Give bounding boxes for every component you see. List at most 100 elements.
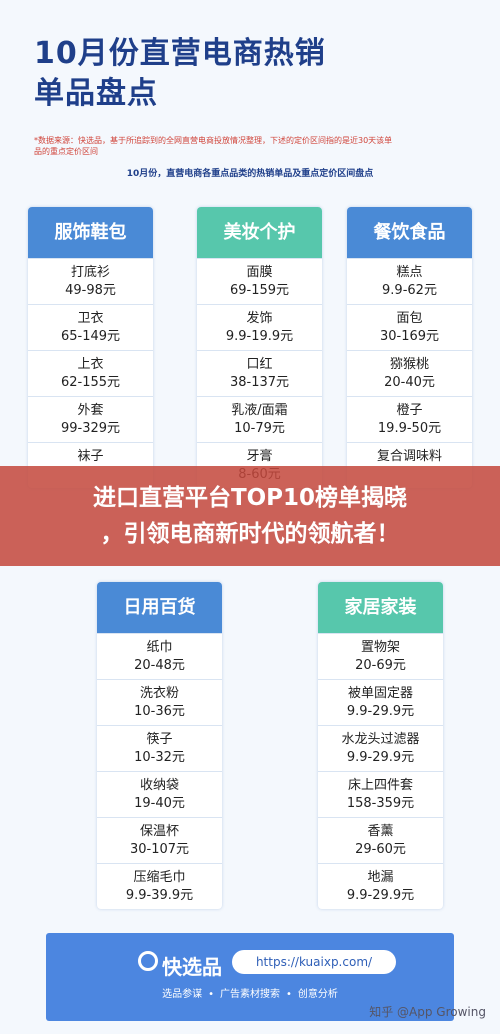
item-name: 打底衫: [70, 265, 110, 280]
item-price: 10-79元: [234, 421, 285, 436]
item-price: 30-169元: [379, 329, 440, 344]
item-row: 地漏 9.9-29.9元: [318, 863, 443, 909]
item-price: 30-107元: [129, 842, 190, 857]
item-price: 10-36元: [134, 704, 185, 719]
category-column: 美妆个护面膜 69-159元 发饰 9.9-19.9元 口红 38-137元 乳液/面霜 10…: [197, 207, 322, 488]
item-row: 压缩毛巾 9.9-39.9元: [97, 863, 222, 909]
brand: 快选品: [162, 955, 222, 979]
category-title: 餐饮食品: [347, 207, 472, 258]
item-name: 上衣: [77, 357, 104, 372]
item-price: 158-359元: [346, 796, 415, 811]
category-column: 服饰鞋包打底衫 49-98元 卫衣 65-149元 上衣 62-155元 外套 99-329元…: [28, 207, 153, 488]
item-name: 置物架: [360, 640, 400, 655]
item-name: 乳液/面霜: [231, 403, 288, 418]
item-name: 外套: [77, 403, 104, 418]
item-name: 床上四件套: [347, 778, 413, 793]
item-name: 洗衣粉: [139, 686, 179, 701]
item-row: 橙子 19.9-50元: [347, 396, 472, 442]
links: 选品参谋 • 广告素材搜索 • 创意分析: [46, 985, 454, 1000]
item-row: 纸巾 20-48元: [97, 633, 222, 679]
item-name: 复合调味料: [376, 449, 442, 464]
item-price: 38-137元: [229, 375, 290, 390]
item-price: 20-48元: [134, 658, 185, 673]
watermark: 知乎 @App Growing: [369, 1005, 486, 1019]
item-name: 香薰: [367, 824, 394, 839]
item-price: 9.9-62元: [382, 283, 437, 298]
item-row: 面膜 69-159元: [197, 258, 322, 304]
item-row: 香薰 29-60元: [318, 817, 443, 863]
item-price: 29-60元: [355, 842, 406, 857]
item-row: 洗衣粉 10-36元: [97, 679, 222, 725]
item-row: 乳液/面霜 10-79元: [197, 396, 322, 442]
item-price: 10-32元: [134, 750, 185, 765]
item-row: 收纳袋 19-40元: [97, 771, 222, 817]
item-row: 糕点 9.9-62元: [347, 258, 472, 304]
category-column: 餐饮食品糕点 9.9-62元 面包 30-169元 猕猴桃 20-40元 橙子 19.9-50…: [347, 207, 472, 488]
item-row: 猕猴桃 20-40元: [347, 350, 472, 396]
category-title: 美妆个护: [197, 207, 322, 258]
item-row: 发饰 9.9-19.9元: [197, 304, 322, 350]
separator: •: [208, 989, 214, 1000]
item-price: 9.9-39.9元: [125, 888, 194, 903]
item-name: 纸巾: [146, 640, 173, 655]
item-price: 9.9-29.9元: [346, 704, 415, 719]
item-price: 9.9-29.9元: [346, 888, 415, 903]
item-name: 口红: [246, 357, 273, 372]
item-row: 上衣 62-155元: [28, 350, 153, 396]
item-name: 面包: [396, 311, 423, 326]
logo: [138, 951, 158, 971]
item-row: 打底衫 49-98元: [28, 258, 153, 304]
item-price: 62-155元: [60, 375, 121, 390]
item-row: 被单固定器 9.9-29.9元: [318, 679, 443, 725]
item-name: 袜子: [77, 449, 104, 464]
item-name: 水龙头过滤器: [341, 732, 420, 747]
item-row: 筷子 10-32元: [97, 725, 222, 771]
item-price: 20-40元: [384, 375, 435, 390]
item-price: 19.9-50元: [377, 421, 442, 436]
footer-link[interactable]: 广告素材搜索: [220, 989, 280, 1000]
item-name: 牙膏: [246, 449, 273, 464]
category-column: 家居家装置物架 20-69元 被单固定器 9.9-29.9元 水龙头过滤器 9.9-29.…: [318, 582, 443, 909]
subtitle: 10月份，直营电商各重点品类的热销单品及重点定价区间盘点: [126, 169, 374, 179]
footer-link[interactable]: 创意分析: [297, 989, 338, 1000]
item-price: 9.9-19.9元: [225, 329, 294, 344]
title: 10月份直营电商热销: [34, 36, 326, 71]
title: 单品盘点: [34, 76, 158, 111]
item-price: 69-159元: [229, 283, 290, 298]
item-name: 收纳袋: [139, 778, 179, 793]
category-title: 服饰鞋包: [28, 207, 153, 258]
item-row: 复合调味料: [347, 442, 472, 488]
banner-line: ，引领电商新时代的领航者！: [100, 521, 400, 547]
url[interactable]: https://kuaixp.com/: [232, 950, 396, 974]
note: *数据来源：快选品，基于所追踪到的全网直营电商投放情况整理，下述的定价区间指的是…: [34, 136, 393, 156]
footer: 快选品 https://kuaixp.com/ 选品参谋 • 广告素材搜索 • 创意分析: [46, 933, 454, 1021]
item-name: 面膜: [246, 265, 273, 280]
item-name: 被单固定器: [347, 686, 413, 701]
item-price: 20-69元: [355, 658, 406, 673]
item-name: 卫衣: [77, 311, 104, 326]
item-name: 猕猴桃: [389, 357, 429, 372]
item-row: 置物架 20-69元: [318, 633, 443, 679]
footer-link[interactable]: 选品参谋: [162, 989, 203, 1000]
item-name: 压缩毛巾: [133, 870, 186, 885]
item-price: 49-98元: [65, 283, 116, 298]
item-name: 橙子: [396, 403, 423, 418]
separator: •: [286, 989, 292, 1000]
item-price: 99-329元: [60, 421, 121, 436]
item-price: 19-40元: [134, 796, 185, 811]
item-row: 保温杯 30-107元: [97, 817, 222, 863]
item-name: 糕点: [396, 265, 423, 280]
item-name: 发饰: [246, 311, 273, 326]
banner-line: 进口直营平台TOP10榜单揭晓: [92, 485, 408, 511]
item-row: 口红 38-137元: [197, 350, 322, 396]
category-title: 日用百货: [97, 582, 222, 633]
item-row: 床上四件套 158-359元: [318, 771, 443, 817]
item-name: 地漏: [367, 870, 394, 885]
item-row: 袜子: [28, 442, 153, 488]
item-name: 保温杯: [139, 824, 179, 839]
item-price: 65-149元: [60, 329, 121, 344]
item-row: 面包 30-169元: [347, 304, 472, 350]
category-title: 家居家装: [318, 582, 443, 633]
item-row: 卫衣 65-149元: [28, 304, 153, 350]
